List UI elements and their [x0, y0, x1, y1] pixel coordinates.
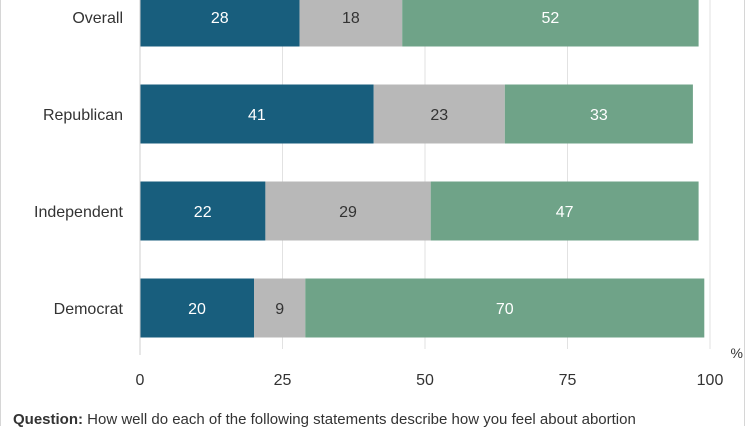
- data-label-independent-3: 47: [556, 204, 574, 221]
- data-label-republican-2: 23: [430, 107, 448, 124]
- bar-independent-segment-3: [430, 181, 699, 241]
- x-tick-label-50: 50: [416, 372, 434, 389]
- data-label-independent-2: 29: [339, 204, 357, 221]
- data-label-overall-2: 18: [342, 10, 360, 27]
- data-label-republican-1: 41: [248, 107, 266, 124]
- x-tick-label-0: 0: [136, 372, 145, 389]
- question-label: Question:: [13, 411, 83, 428]
- x-unit-label: %: [731, 345, 743, 361]
- x-tick-label-100: 100: [697, 372, 724, 389]
- bar-independent-segment-2: [265, 181, 431, 241]
- data-label-overall-1: 28: [211, 10, 229, 27]
- category-label-independent: Independent: [34, 204, 124, 221]
- category-label-overall: Overall: [72, 10, 123, 27]
- bar-republican-segment-2: [373, 84, 505, 144]
- bar-republican-segment-3: [504, 84, 693, 144]
- bar-overall-segment-3: [402, 0, 699, 47]
- bar-democrat-segment-3: [305, 278, 705, 338]
- category-label-republican: Republican: [43, 107, 123, 124]
- question-text: How well do each of the following statem…: [87, 411, 636, 428]
- data-label-democrat-3: 70: [496, 301, 514, 318]
- data-label-democrat-2: 9: [275, 301, 284, 318]
- x-tick-label-75: 75: [559, 372, 577, 389]
- bar-overall-segment-2: [299, 0, 403, 47]
- bar-democrat-segment-2: [254, 278, 306, 338]
- x-tick-label-25: 25: [274, 372, 292, 389]
- data-label-republican-3: 33: [590, 107, 608, 124]
- data-label-independent-1: 22: [194, 204, 212, 221]
- data-label-democrat-1: 20: [188, 301, 206, 318]
- data-label-overall-3: 52: [542, 10, 560, 27]
- bar-democrat-segment-1: [140, 278, 254, 338]
- bar-independent-segment-1: [140, 181, 266, 241]
- category-label-democrat: Democrat: [54, 301, 124, 318]
- bar-overall-segment-1: [140, 0, 300, 47]
- bar-republican-segment-1: [140, 84, 374, 144]
- question-footnote: Question: How well do each of the follow…: [13, 411, 636, 428]
